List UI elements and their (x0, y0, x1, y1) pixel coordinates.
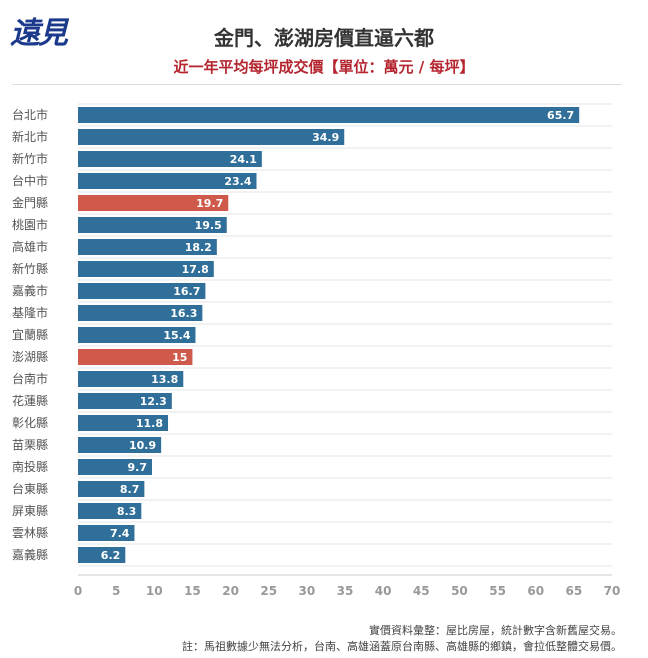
category-label: 苗栗縣 (12, 438, 48, 452)
category-label: 台中市 (12, 173, 48, 188)
header-divider (12, 84, 622, 85)
x-tick-label: 30 (299, 584, 316, 598)
bar (78, 305, 203, 321)
category-label: 花蓮縣 (12, 393, 48, 408)
category-label: 高雄市 (12, 239, 48, 254)
category-label: 嘉義縣 (12, 547, 48, 562)
category-label: 新竹縣 (12, 261, 48, 276)
value-label: 15 (172, 351, 187, 364)
value-label: 17.8 (182, 263, 209, 276)
bar (78, 415, 169, 431)
footnote-source: 實價資料彙整：屋比房屋，統計數字含新舊屋交易。 (369, 624, 622, 637)
value-label: 19.7 (196, 197, 223, 210)
bar (78, 173, 257, 189)
bar (78, 107, 580, 123)
footnote-remark: 註：馬祖數據少無法分析，台南、高雄涵蓋原台南縣、高雄縣的鄉鎮，會拉低整體交易價。 (182, 640, 622, 653)
category-label: 台東縣 (12, 481, 48, 496)
x-tick-label: 55 (489, 584, 506, 598)
value-label: 16.3 (170, 307, 197, 320)
value-label: 15.4 (163, 329, 190, 342)
value-label: 11.8 (136, 417, 163, 430)
x-tick-label: 40 (375, 584, 392, 598)
x-tick-label: 5 (112, 584, 120, 598)
category-label: 台南市 (12, 371, 48, 386)
value-label: 34.9 (312, 131, 339, 144)
value-label: 10.9 (129, 439, 156, 452)
x-tick-label: 25 (260, 584, 277, 598)
x-tick-label: 10 (146, 584, 163, 598)
x-tick-label: 50 (451, 584, 468, 598)
bar (78, 151, 262, 167)
x-tick-label: 65 (566, 584, 583, 598)
bar (78, 481, 145, 497)
brand-logo: 遠見 (10, 16, 68, 51)
bar-chart: 台北市 65.7 新北市 34.9 新竹市 24.1 台中市 23.4 金門縣 19.7 桃園市 19… (12, 103, 621, 598)
value-label: 24.1 (230, 153, 257, 166)
value-label: 18.2 (185, 241, 212, 254)
category-label: 澎湖縣 (12, 349, 48, 364)
value-label: 12.3 (140, 395, 167, 408)
bar (78, 261, 214, 277)
bar (78, 459, 152, 475)
bar (78, 217, 227, 233)
chart-title: 金門、澎湖房價直逼六都 (214, 26, 434, 50)
category-label: 嘉義市 (12, 283, 48, 298)
bar (78, 393, 172, 409)
category-label: 新北市 (12, 129, 48, 144)
category-label: 金門縣 (12, 195, 48, 210)
footnotes: 實價資料彙整：屋比房屋，統計數字含新舊屋交易。 註：馬祖數據少無法分析，台南、高… (182, 623, 622, 655)
value-label: 65.7 (547, 109, 574, 122)
value-label: 19.5 (195, 219, 222, 232)
bar (78, 349, 193, 365)
category-label: 新竹市 (12, 151, 48, 166)
category-label: 南投縣 (12, 459, 48, 474)
value-label: 6.2 (101, 549, 121, 562)
category-label: 屏東縣 (12, 504, 48, 518)
bar (78, 327, 196, 343)
x-tick-label: 60 (527, 584, 544, 598)
bar (78, 525, 135, 541)
value-label: 9.7 (127, 461, 147, 474)
value-label: 8.3 (117, 505, 137, 518)
x-tick-label: 70 (604, 584, 621, 598)
value-label: 7.4 (110, 527, 130, 540)
category-label: 彰化縣 (12, 415, 48, 430)
bar (78, 503, 142, 519)
chart-subtitle: 近一年平均每坪成交價【單位：萬元 / 每坪】 (173, 58, 475, 76)
value-label: 23.4 (224, 175, 251, 188)
category-label: 台北市 (12, 107, 48, 122)
category-label: 雲林縣 (12, 526, 48, 540)
bar (78, 371, 184, 387)
value-label: 8.7 (120, 483, 140, 496)
x-tick-label: 45 (413, 584, 430, 598)
category-label: 基隆市 (12, 305, 48, 320)
bar (78, 283, 206, 299)
category-label: 宜蘭縣 (12, 327, 48, 342)
value-label: 13.8 (151, 373, 178, 386)
category-label: 桃園市 (12, 217, 48, 232)
x-tick-label: 20 (222, 584, 239, 598)
bar (78, 437, 162, 453)
x-tick-label: 15 (184, 584, 201, 598)
value-label: 16.7 (173, 285, 200, 298)
x-tick-label: 35 (337, 584, 354, 598)
bar (78, 195, 229, 211)
bar (78, 239, 217, 255)
bar (78, 547, 126, 563)
bar (78, 129, 345, 145)
x-tick-label: 0 (74, 584, 82, 598)
